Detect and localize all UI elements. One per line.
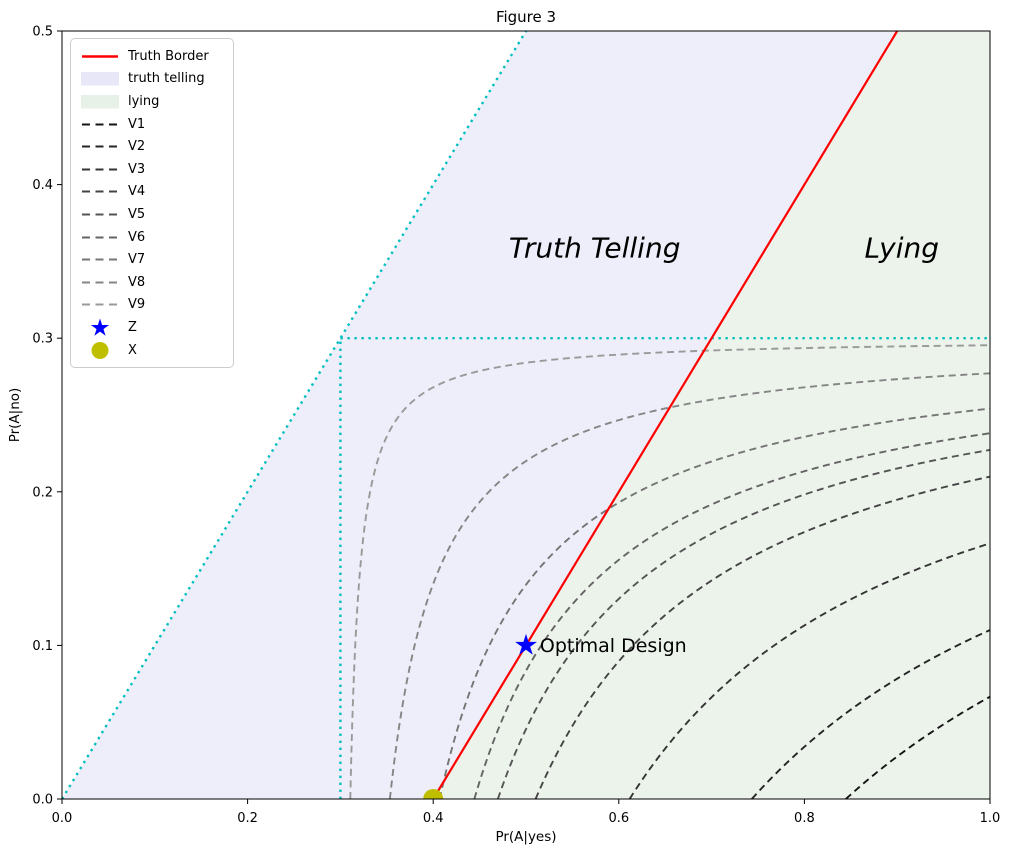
x-tick-label: 0.8 (794, 811, 815, 826)
circle-swatch-icon (91, 341, 109, 359)
contour-V6 (473, 432, 990, 799)
y-tick-label: 0.3 (32, 332, 53, 347)
legend-label: X (128, 342, 137, 358)
region-lying (433, 31, 990, 799)
contour-curves (349, 344, 990, 799)
guide-diagonal (62, 31, 528, 799)
legend-item-v2: V2 (81, 135, 233, 158)
legend-label: V6 (128, 229, 146, 245)
patch-swatch-icon (81, 72, 119, 86)
legend-label: truth telling (128, 71, 205, 87)
legend-item-v5: V5 (81, 203, 233, 226)
dash-swatch-icon (82, 168, 118, 171)
axes-frame (61, 30, 991, 800)
dash-swatch-icon (82, 236, 118, 239)
legend-item-v7: V7 (81, 248, 233, 271)
x-tick-label: 0.6 (608, 811, 629, 826)
legend-item-v6: V6 (81, 226, 233, 249)
y-tick-label: 0.5 (32, 25, 53, 40)
contour-V1 (845, 695, 990, 799)
region-truth-telling (62, 31, 898, 799)
patch-swatch-icon (81, 94, 119, 109)
axes: 0.0 0.2 0.4 0.6 0.8 1.0 0.0 0.1 0.2 0.3 0.4 0.5 (32, 25, 1000, 827)
guide-lines (62, 31, 990, 799)
x-tick-label: 0.4 (423, 811, 444, 826)
legend-label: V2 (128, 139, 146, 155)
point-markers (423, 633, 537, 799)
marker-X-circle (423, 789, 444, 799)
legend-item-v3: V3 (81, 158, 233, 181)
marker-Z-star (515, 633, 537, 655)
legend-item-truth-telling: truth telling (81, 68, 233, 91)
dash-swatch-icon (82, 213, 118, 216)
y-tick-label: 0.1 (32, 639, 53, 654)
dash-swatch-icon (82, 303, 118, 306)
legend-label: lying (128, 93, 160, 109)
text-annotations: Truth Telling Lying Optimal Design (509, 232, 939, 658)
legend-item-z: Z (81, 316, 233, 339)
legend-item-v4: V4 (81, 181, 233, 204)
annotation-truth-telling: Truth Telling (509, 232, 681, 265)
legend-label: V1 (128, 116, 146, 132)
legend-label: V4 (128, 184, 146, 200)
legend-item-x: X (81, 339, 233, 362)
y-tick-label: 0.4 (32, 178, 53, 193)
legend-item-v9: V9 (81, 294, 233, 317)
y-tick-label: 0.2 (32, 485, 53, 500)
line-swatch-icon (82, 55, 118, 58)
contour-V8 (388, 372, 990, 799)
x-tick-label: 0.0 (52, 811, 73, 826)
legend-box: Truth Border truth telling lying V1 V2 V3 V4 V5… (70, 38, 234, 369)
legend-label: V8 (128, 274, 146, 290)
legend-item-lying: lying (81, 90, 233, 113)
annotation-lying: Lying (865, 232, 939, 265)
star-swatch-icon (90, 318, 110, 336)
legend-label: V3 (128, 161, 146, 177)
annotation-optimal-design: Optimal Design (540, 635, 687, 657)
y-axis-label: Pr(A|no) (7, 388, 23, 443)
x-tick-label: 0.2 (237, 811, 258, 826)
legend-item-truth-border: Truth Border (81, 45, 233, 68)
contour-V2 (751, 629, 990, 799)
legend-item-v8: V8 (81, 271, 233, 294)
figure-title: Figure 3 (496, 8, 556, 26)
x-tick-label: 1.0 (980, 811, 1001, 826)
dash-swatch-icon (82, 190, 118, 193)
legend-label: V9 (128, 297, 146, 313)
legend-item-v1: V1 (81, 113, 233, 136)
legend-label: V5 (128, 206, 146, 222)
x-axis-label: Pr(A|yes) (495, 829, 556, 845)
dash-swatch-icon (82, 123, 118, 126)
legend-label: Truth Border (128, 48, 209, 64)
contour-V4 (534, 475, 990, 799)
contour-V9 (349, 344, 990, 799)
contour-V7 (438, 407, 990, 799)
truth-border (432, 31, 899, 799)
dash-swatch-icon (82, 281, 118, 284)
region-fills (62, 31, 990, 799)
contour-V3 (628, 542, 990, 799)
dash-swatch-icon (82, 145, 118, 148)
truth-border-line (432, 31, 899, 799)
y-tick-label: 0.0 (32, 793, 53, 808)
legend-label: V7 (128, 252, 146, 268)
legend-label: Z (128, 319, 137, 335)
contour-V5 (496, 448, 990, 799)
dash-swatch-icon (82, 258, 118, 261)
